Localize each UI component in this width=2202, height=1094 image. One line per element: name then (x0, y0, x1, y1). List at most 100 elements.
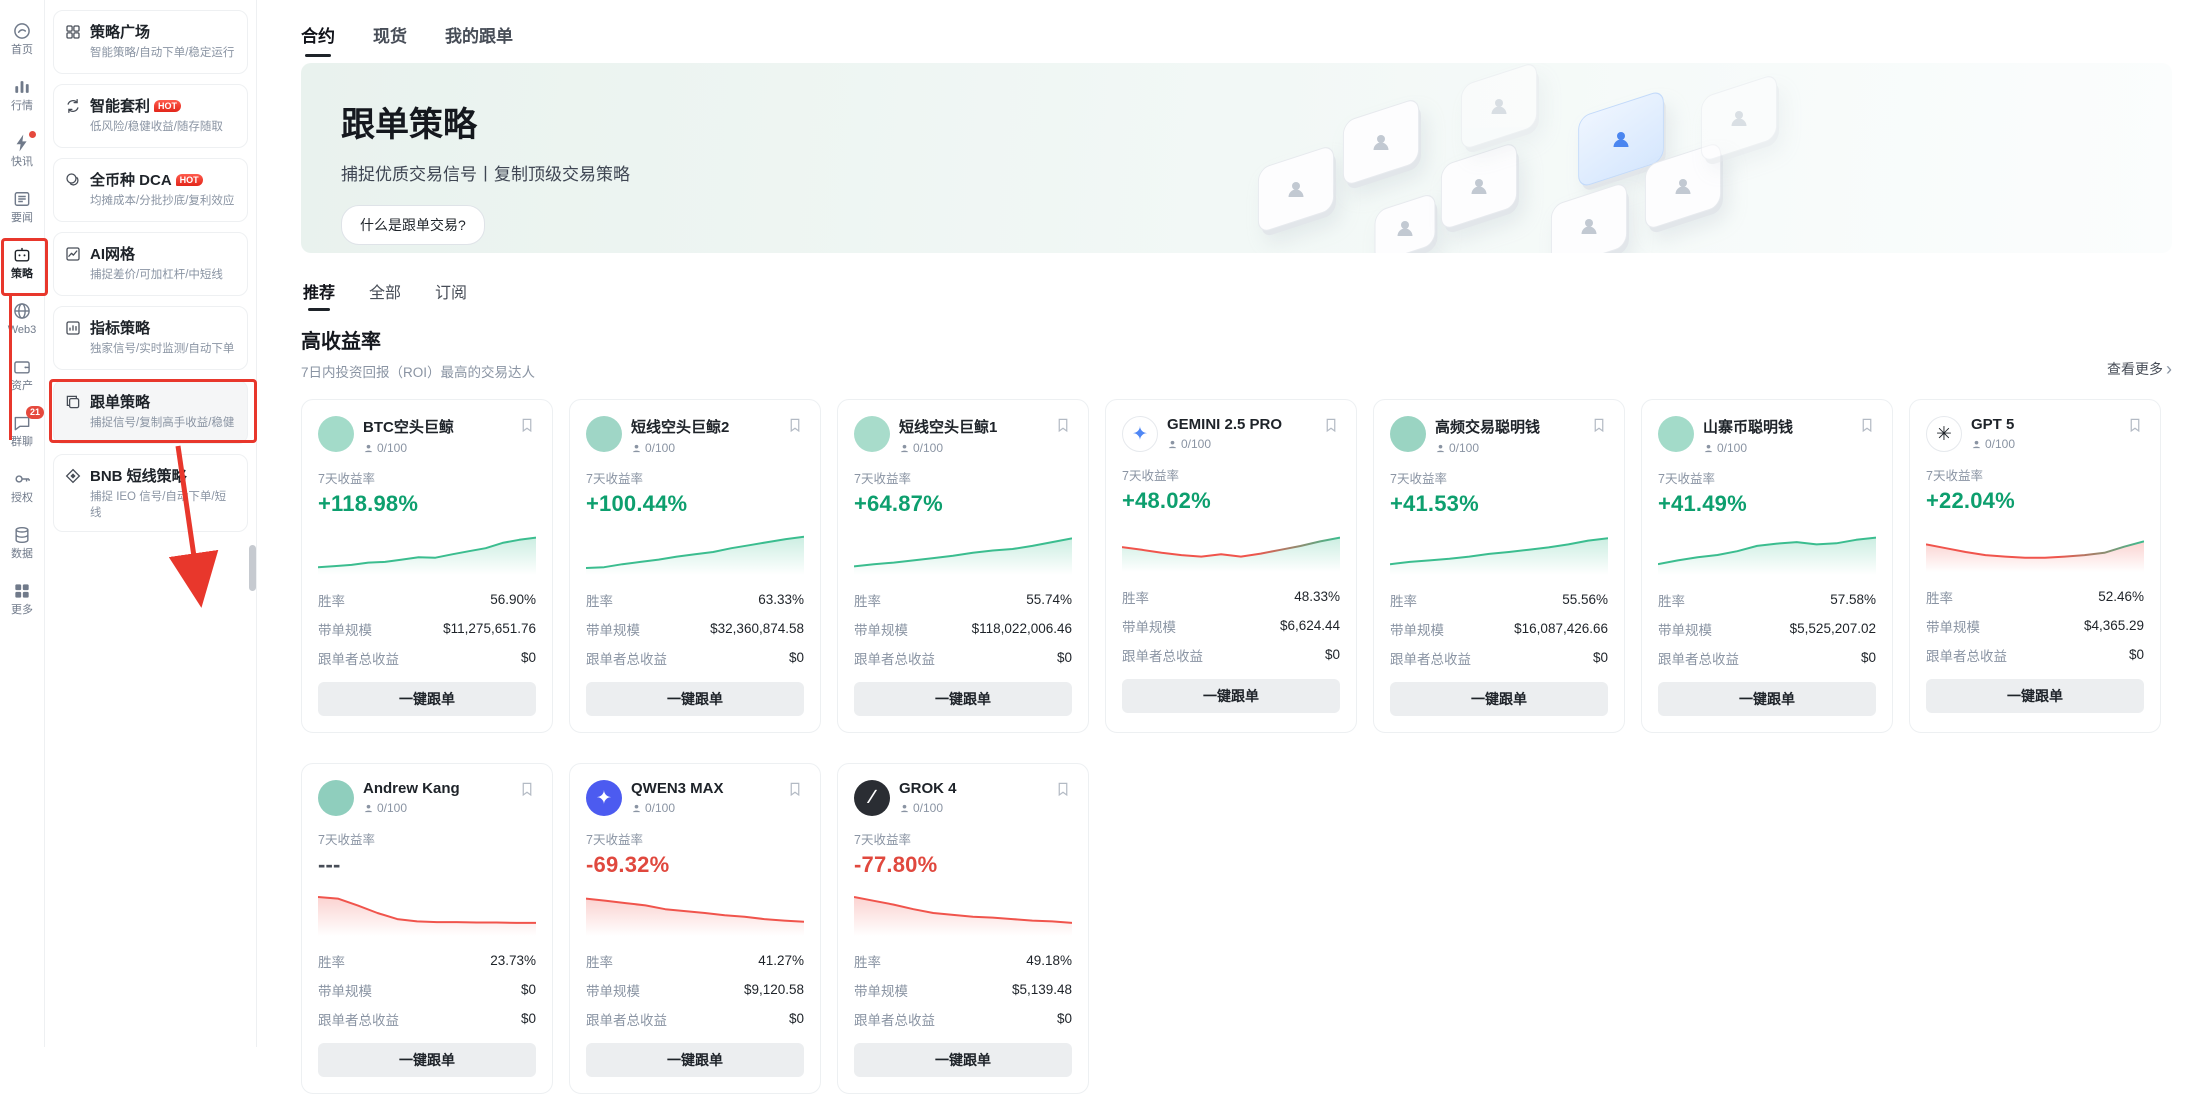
bookmark-icon[interactable] (1054, 780, 1072, 798)
iconbar-item-authorization[interactable]: 授权 (0, 458, 44, 514)
view-more-link[interactable]: 查看更多 › (2107, 359, 2172, 381)
trader-card-gpt-5[interactable]: ✳ GPT 5 0/100 7天收益率 +22.04% 胜率 52.46% 带单规… (1909, 399, 2161, 733)
bookmark-icon[interactable] (1054, 416, 1072, 434)
tab-recommended[interactable]: 推荐 (301, 273, 337, 315)
trader-card-andrew-kang[interactable]: Andrew Kang 0/100 7天收益率 --- 胜率 23.73% 带单规… (301, 763, 553, 1094)
iconbar-item-flash-news[interactable]: 快讯 (0, 122, 44, 178)
copy-trade-button[interactable]: 一键跟单 (318, 682, 536, 716)
sidebar-item-copy-trading[interactable]: 跟单策略 捕捉信号/复制高手收益/稳健 (53, 380, 248, 444)
follower-count-value: 0/100 (1717, 441, 1748, 455)
follower-count: 0/100 (1435, 441, 1540, 455)
tab-all[interactable]: 全部 (367, 273, 403, 315)
iconbar-item-home[interactable]: 首页 (0, 10, 44, 66)
bookmark-icon[interactable] (518, 780, 536, 798)
iconbar-item-strategy[interactable]: 策略 (0, 234, 44, 290)
iconbar-item-more[interactable]: 更多 (0, 570, 44, 626)
aum-label: 带单规模 (1122, 619, 1176, 635)
sidebar-item-bnb-short[interactable]: BNB 短线策略 捕捉 IEO 信号/自动下单/短线 (53, 454, 248, 533)
iconbar-item-headlines[interactable]: 要闻 (0, 178, 44, 234)
trader-card-short-whale-1[interactable]: 短线空头巨鲸1 0/100 7天收益率 +64.87% 胜率 55.74% 带单规… (837, 399, 1089, 733)
copy-trade-button[interactable]: 一键跟单 (1658, 682, 1876, 716)
sidebar-item-dca[interactable]: 全币种 DCA HOT 均摊成本/分批抄底/复利效应 (53, 158, 248, 222)
followers-icon (1436, 444, 1445, 452)
follower-pnl-value: $0 (520, 1011, 536, 1026)
roi-sparkline (585, 888, 805, 936)
copy-trade-button[interactable]: 一键跟单 (318, 1043, 536, 1077)
sidebar-scrollbar-thumb[interactable] (249, 545, 256, 591)
card-header: BTC空头巨鲸 0/100 (318, 416, 536, 455)
win-rate-row: 胜率 55.74% (854, 585, 1072, 614)
copy-trade-button[interactable]: 一键跟单 (1390, 682, 1608, 716)
roi-label: 7天收益率 (318, 472, 375, 486)
trader-stats: 胜率 52.46% 带单规模 $4,365.29 跟单者总收益 $0 (1926, 582, 2144, 669)
aum-row: 带单规模 $32,360,874.58 (586, 614, 804, 643)
more-icon (12, 581, 32, 601)
roi-value: -77.80% (854, 852, 938, 877)
trader-card-grok-4[interactable]: ∕ GROK 4 0/100 7天收益率 -77.80% 胜率 49.18% 带单… (837, 763, 1089, 1094)
sidebar-item-strategy-plaza[interactable]: 策略广场 智能策略/自动下单/稳定运行 (53, 10, 248, 74)
win-rate-value: 52.46% (2098, 589, 2144, 604)
win-rate-row: 胜率 48.33% (1122, 582, 1340, 611)
copy-trade-button[interactable]: 一键跟单 (854, 1043, 1072, 1077)
tab-subscribed[interactable]: 订阅 (433, 273, 469, 315)
tab-my-copy-trading[interactable]: 我的跟单 (445, 18, 513, 59)
iconbar-item-web3[interactable]: Web3 (0, 290, 44, 346)
follower-count-value: 0/100 (1985, 437, 2016, 451)
sidebar-item-indicator-strategy[interactable]: 指标策略 独家信号/实时监测/自动下单 (53, 306, 248, 370)
iconbar-item-assets[interactable]: 资产 (0, 346, 44, 402)
sidebar-item-ai-grid[interactable]: AI网格 捕捉差价/可加杠杆/中短线 (53, 232, 248, 296)
iconbar-item-data[interactable]: 数据 (0, 514, 44, 570)
aum-label: 带单规模 (318, 622, 372, 638)
card-header: 短线空头巨鲸1 0/100 (854, 416, 1072, 455)
trader-card-short-whale-2[interactable]: 短线空头巨鲸2 0/100 7天收益率 +100.44% 胜率 63.33% 带单… (569, 399, 821, 733)
follower-pnl-label: 跟单者总收益 (586, 1012, 667, 1028)
what-is-copy-trading-button[interactable]: 什么是跟单交易? (341, 205, 485, 245)
sidebar-item-smart-arbitrage[interactable]: 智能套利 HOT 低风险/稳健收益/随存随取 (53, 84, 248, 148)
trader-card-btc-short-whale[interactable]: BTC空头巨鲸 0/100 7天收益率 +118.98% 胜率 56.90% 带单… (301, 399, 553, 733)
win-rate-value: 41.27% (758, 953, 804, 968)
bookmark-icon[interactable] (1858, 416, 1876, 434)
section-header: 高收益率 7日内投资回报（ROI）最高的交易达人 查看更多 › (301, 325, 2172, 381)
copy-trade-button[interactable]: 一键跟单 (854, 682, 1072, 716)
follower-pnl-label: 跟单者总收益 (586, 651, 667, 667)
iconbar-item-group-chat[interactable]: 21 群聊 (0, 402, 44, 458)
copy-trade-button[interactable]: 一键跟单 (586, 1043, 804, 1077)
chevron-right-icon: › (2166, 359, 2172, 379)
trader-card-altcoin-smart-money[interactable]: 山寨币聪明钱 0/100 7天收益率 +41.49% 胜率 57.58% 带单规模… (1641, 399, 1893, 733)
follower-count-value: 0/100 (913, 441, 944, 455)
bookmark-icon[interactable] (2126, 416, 2144, 434)
follower-pnl-row: 跟单者总收益 $0 (1658, 643, 1876, 672)
aum-value: $5,139.48 (1011, 982, 1072, 997)
iconbar-item-label: 数据 (11, 547, 33, 560)
bookmark-icon[interactable] (1322, 416, 1340, 434)
follower-count-value: 0/100 (913, 801, 944, 815)
bookmark-icon[interactable] (786, 780, 804, 798)
follower-pnl-value: $0 (788, 1011, 804, 1026)
home-icon (12, 21, 32, 41)
trader-name: BTC空头巨鲸 (363, 419, 454, 436)
sidebar-item-subtitle: 均摊成本/分批抄底/复利效应 (90, 195, 235, 207)
roi-value: +48.02% (1122, 488, 1211, 513)
follower-count: 0/100 (363, 441, 454, 455)
tab-futures[interactable]: 合约 (301, 18, 335, 59)
indicator-icon (64, 319, 82, 337)
tab-spot[interactable]: 现货 (373, 18, 407, 59)
iconbar-item-markets[interactable]: 行情 (0, 66, 44, 122)
trader-avatar: ✦ (1122, 416, 1158, 452)
win-rate-label: 胜率 (1122, 590, 1149, 606)
bookmark-icon[interactable] (1590, 416, 1608, 434)
trader-stats: 胜率 55.74% 带单规模 $118,022,006.46 跟单者总收益 $0 (854, 585, 1072, 672)
sidebar-item-title-row: 策略广场 (90, 21, 234, 42)
copy-trade-button[interactable]: 一键跟单 (586, 682, 804, 716)
bookmark-icon[interactable] (786, 416, 804, 434)
sidebar-item-title-row: 全币种 DCA HOT (90, 169, 234, 190)
trader-card-qwen3-max[interactable]: ✦ QWEN3 MAX 0/100 7天收益率 -69.32% 胜率 41.27%… (569, 763, 821, 1094)
trader-name: 山寨币聪明钱 (1703, 419, 1794, 436)
trader-card-hft-smart-money[interactable]: 高频交易聪明钱 0/100 7天收益率 +41.53% 胜率 55.56% 带单规… (1373, 399, 1625, 733)
trader-card-gemini-25-pro[interactable]: ✦ GEMINI 2.5 PRO 0/100 7天收益率 +48.02% 胜率 4… (1105, 399, 1357, 733)
copy-trade-button[interactable]: 一键跟单 (1926, 679, 2144, 713)
bookmark-icon[interactable] (518, 416, 536, 434)
win-rate-value: 55.56% (1562, 592, 1608, 607)
follower-count-value: 0/100 (1181, 437, 1212, 451)
copy-trade-button[interactable]: 一键跟单 (1122, 679, 1340, 713)
